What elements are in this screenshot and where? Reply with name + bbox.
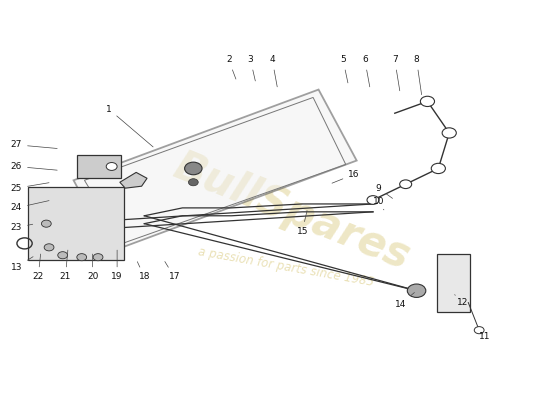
Text: 11: 11 xyxy=(479,332,491,340)
Text: 7: 7 xyxy=(392,56,400,91)
Text: 26: 26 xyxy=(10,162,57,171)
Circle shape xyxy=(58,252,68,259)
Circle shape xyxy=(474,327,484,334)
Text: 1: 1 xyxy=(106,105,153,147)
Text: 8: 8 xyxy=(414,56,422,95)
Circle shape xyxy=(431,163,446,174)
FancyBboxPatch shape xyxy=(78,156,122,178)
Text: 27: 27 xyxy=(10,140,57,149)
Text: 25: 25 xyxy=(10,183,49,193)
Text: 5: 5 xyxy=(340,56,348,83)
Text: 21: 21 xyxy=(60,250,71,282)
Text: 16: 16 xyxy=(332,170,360,183)
Text: 15: 15 xyxy=(296,210,308,236)
Text: 23: 23 xyxy=(10,223,33,232)
Circle shape xyxy=(41,220,51,227)
Text: 24: 24 xyxy=(11,201,49,212)
Text: 12: 12 xyxy=(455,295,469,307)
Text: 22: 22 xyxy=(32,254,44,282)
Text: BullSpares: BullSpares xyxy=(167,145,416,278)
Text: 20: 20 xyxy=(87,254,98,282)
Text: 13: 13 xyxy=(10,257,33,272)
Text: 17: 17 xyxy=(165,262,180,282)
Text: 9: 9 xyxy=(376,184,393,198)
Circle shape xyxy=(408,284,426,298)
Text: a passion for parts since 1985: a passion for parts since 1985 xyxy=(197,245,375,289)
Text: 6: 6 xyxy=(362,56,370,87)
Circle shape xyxy=(442,128,456,138)
Circle shape xyxy=(106,162,117,170)
Text: 10: 10 xyxy=(373,198,384,210)
Circle shape xyxy=(400,180,411,188)
FancyBboxPatch shape xyxy=(437,254,470,312)
FancyBboxPatch shape xyxy=(29,187,124,260)
Circle shape xyxy=(44,244,54,251)
Text: 18: 18 xyxy=(138,262,150,282)
Text: 4: 4 xyxy=(270,56,277,87)
Text: 3: 3 xyxy=(248,56,255,81)
Polygon shape xyxy=(74,90,356,251)
Circle shape xyxy=(185,162,202,175)
Polygon shape xyxy=(120,172,147,188)
Circle shape xyxy=(77,254,86,261)
Circle shape xyxy=(367,196,379,204)
Text: 19: 19 xyxy=(111,250,123,282)
Circle shape xyxy=(189,179,198,186)
Circle shape xyxy=(420,96,434,106)
Text: 14: 14 xyxy=(394,292,415,309)
Text: 2: 2 xyxy=(226,56,236,79)
Circle shape xyxy=(93,254,103,261)
